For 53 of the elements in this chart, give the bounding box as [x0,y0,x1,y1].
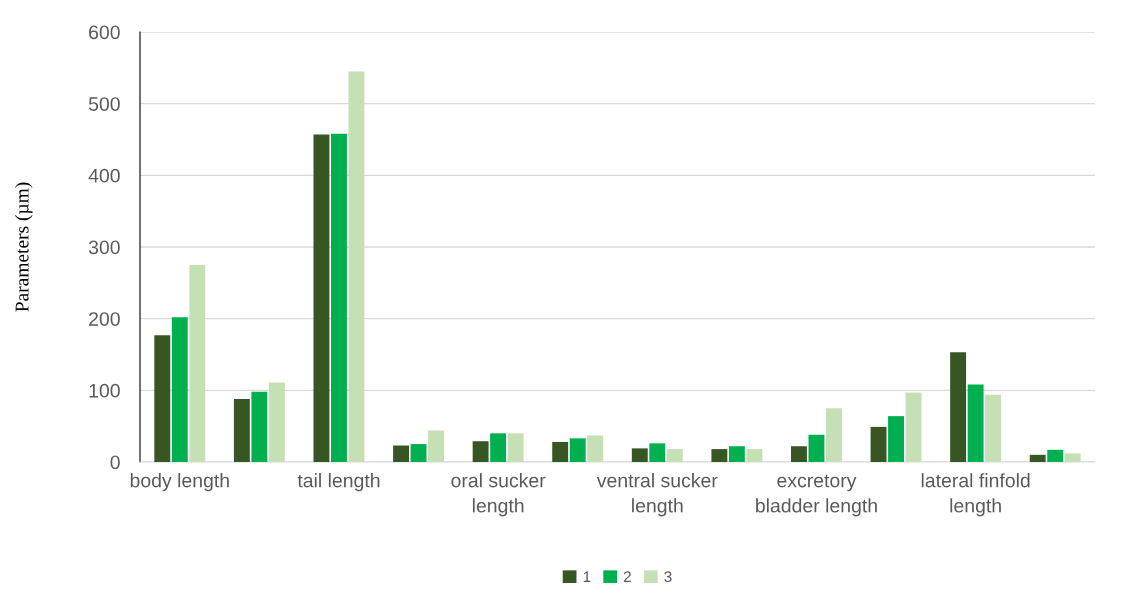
bar [1064,453,1081,462]
bar [1047,449,1064,462]
bar [428,430,445,462]
bar [649,443,666,462]
y-tick-label: 600 [89,25,120,40]
x-tick-label: body length [130,473,229,492]
x-tick-label: oral sucker length [451,473,546,517]
legend-label: 3 [664,571,672,583]
bar [728,446,745,462]
bar [154,335,171,462]
bar [905,392,922,462]
bar [268,382,285,462]
legend-label: 1 [583,571,591,582]
bar [410,444,427,462]
bar [507,433,524,462]
bar [313,134,330,462]
y-tick-label: 400 [88,168,120,183]
bar [888,416,904,462]
bar [331,133,347,462]
bar [569,438,586,462]
bar [490,433,507,462]
legend-label: 2 [623,571,631,582]
y-tick-label: 300 [88,240,120,255]
bar [393,445,409,462]
bar [348,71,365,462]
bar [472,441,489,462]
x-tick-label: tail length [297,473,380,492]
x-tick-label: ventral sucker length [596,473,718,517]
bar [870,426,887,462]
y-tick-label: 100 [89,383,120,398]
x-tick-label: lateral finfold length [921,473,1030,517]
bar [587,435,604,462]
bar [631,448,648,462]
bar [666,449,683,462]
y-tick-label: 200 [89,312,120,326]
bar [1029,454,1046,462]
x-tick-label: excretory bladder length [756,474,877,517]
bar [985,394,1002,462]
bar [826,408,842,462]
bar [251,391,268,462]
bar [711,449,728,462]
bar [790,446,807,462]
y-tick-label: 0 [110,455,120,470]
bar [808,434,825,462]
y-tick-label: 500 [88,97,120,111]
bar [746,449,763,462]
bar [189,264,206,462]
y-axis-title: Parameters (µm) [14,182,33,312]
bar [950,352,967,462]
bar [552,441,569,462]
bar [233,398,250,462]
bar [967,384,984,462]
bar [171,317,188,462]
